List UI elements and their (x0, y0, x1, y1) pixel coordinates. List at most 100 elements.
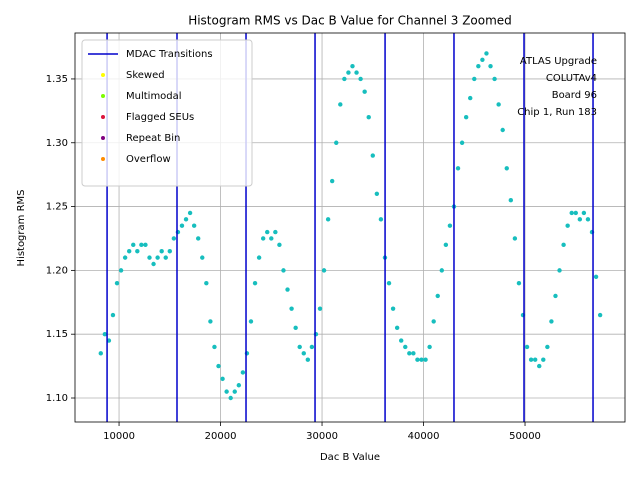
data-point (508, 197, 514, 203)
data-point (122, 255, 128, 260)
data-point (549, 319, 554, 324)
data-point (435, 293, 440, 299)
data-point (484, 51, 489, 56)
data-point (496, 102, 501, 107)
data-point (196, 236, 201, 241)
data-point (131, 242, 136, 248)
data-point (545, 344, 550, 350)
data-point (102, 331, 108, 337)
x-axis-label: Dac B Value (320, 452, 380, 463)
data-point (370, 153, 375, 158)
data-point (569, 210, 574, 216)
data-point (468, 95, 473, 101)
data-point (516, 280, 522, 286)
data-point (439, 268, 445, 273)
data-point (191, 223, 197, 228)
data-point (135, 249, 140, 254)
data-point (532, 357, 538, 362)
data-point (553, 293, 558, 299)
data-point (212, 344, 217, 350)
data-point (293, 325, 298, 331)
data-point (480, 57, 485, 63)
data-point (232, 389, 237, 394)
legend-label: MDAC Transitions (126, 49, 213, 60)
data-point (455, 166, 461, 171)
data-point (378, 217, 384, 222)
data-point (236, 383, 242, 388)
legend-swatch (101, 136, 105, 140)
data-point (285, 287, 290, 292)
data-point (269, 236, 274, 241)
legend-swatch (101, 115, 105, 119)
data-point (488, 63, 493, 69)
data-point (346, 70, 351, 75)
data-point (541, 357, 546, 362)
annotation: Board 96 (552, 90, 597, 101)
data-point (366, 115, 371, 120)
data-point (114, 280, 120, 286)
chart-title: Histogram RMS vs Dac B Value for Channel… (188, 14, 512, 28)
legend-swatch (101, 73, 105, 77)
data-point (362, 89, 367, 94)
data-point (305, 357, 311, 362)
data-point (252, 280, 258, 286)
data-point (155, 255, 160, 260)
data-point (358, 76, 363, 82)
data-point (329, 178, 335, 184)
legend-label: Multimodal (126, 91, 182, 102)
data-point (374, 191, 380, 197)
plot-frame (74, 32, 626, 423)
data-point (126, 249, 132, 254)
data-point (163, 255, 168, 260)
data-point (557, 268, 562, 273)
data-point (334, 140, 339, 145)
data-point (277, 242, 282, 248)
data-point (577, 217, 583, 222)
data-point (419, 357, 424, 362)
legend-swatch (101, 94, 105, 98)
data-point (512, 236, 518, 241)
data-point (350, 63, 355, 69)
y-axis-label: Histogram RMS (16, 190, 27, 267)
data-point (403, 344, 408, 350)
data-point (143, 242, 148, 248)
data-point (204, 280, 209, 286)
data-point (171, 236, 177, 241)
data-point (289, 306, 294, 311)
data-point (281, 268, 286, 273)
data-point (504, 166, 509, 171)
data-point (200, 255, 205, 260)
data-point (301, 351, 306, 356)
data-point (585, 217, 591, 222)
data-point (317, 306, 323, 311)
data-point (216, 363, 221, 369)
data-point (309, 344, 315, 350)
data-point (179, 223, 185, 228)
data-point (492, 76, 497, 82)
data-point (208, 319, 213, 324)
data-point (573, 210, 578, 216)
data-point (110, 312, 116, 318)
data-point (394, 325, 400, 331)
x-tick-label: 10000 (103, 431, 135, 442)
data-point (561, 242, 566, 248)
data-point (256, 255, 262, 260)
data-point (321, 268, 327, 273)
annotation: Chip 1, Run 183 (517, 107, 597, 118)
data-point (260, 236, 266, 241)
data-point (183, 217, 189, 222)
annotation: COLUTAv4 (546, 73, 597, 84)
data-point (139, 242, 144, 248)
x-tick-label: 30000 (306, 431, 338, 442)
data-point (151, 261, 156, 267)
data-point (240, 370, 246, 375)
y-tick-label: 1.30 (46, 138, 68, 149)
data-point (500, 127, 505, 133)
data-point (565, 223, 570, 228)
y-tick-label: 1.25 (46, 202, 68, 213)
data-point (463, 115, 469, 120)
data-point (386, 280, 392, 286)
data-point (597, 312, 603, 318)
data-point (98, 351, 103, 356)
